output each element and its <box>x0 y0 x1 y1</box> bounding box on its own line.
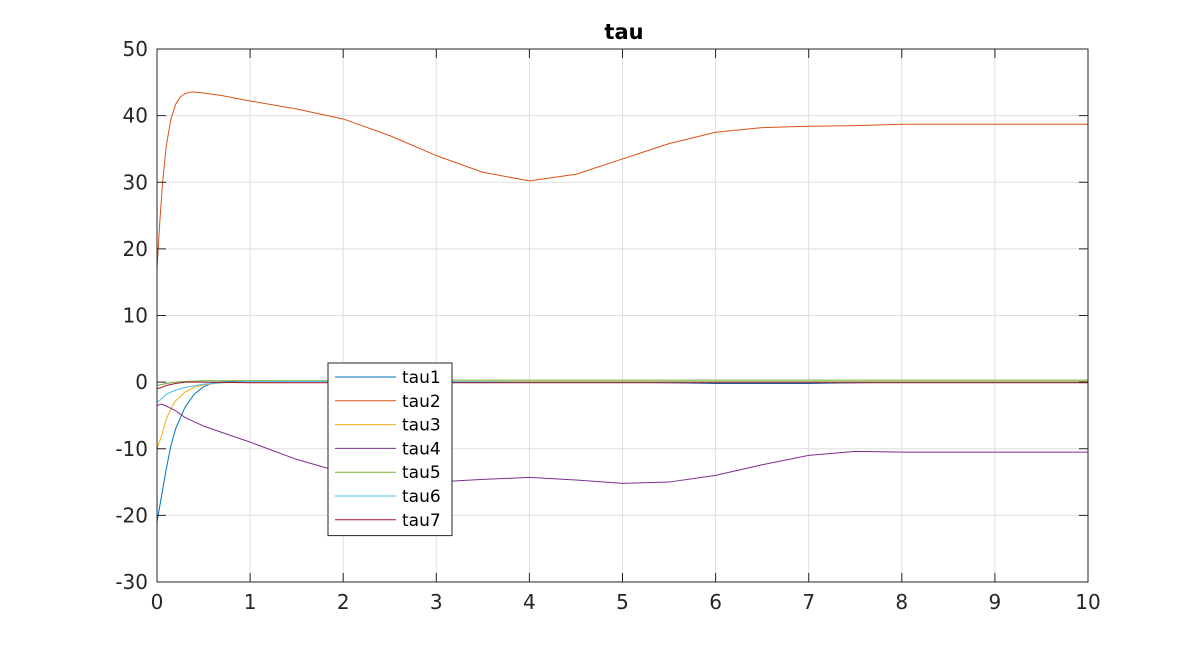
legend: tau1 tau2 tau3 tau4 tau5 tau6 tau7 <box>327 362 453 537</box>
x-tick-label: 10 <box>1075 590 1100 614</box>
legend-box <box>327 362 453 537</box>
x-tick-label: 4 <box>523 590 536 614</box>
x-tick-label: 2 <box>337 590 350 614</box>
series-line-tau6 <box>156 380 1088 403</box>
x-tick-label: 8 <box>895 590 908 614</box>
chart-title: tau <box>604 20 643 44</box>
legend-label-tau6: tau6 <box>402 487 441 507</box>
tick-labels: 0 1 2 3 4 5 6 7 8 9 10 -30 -20 -10 0 10 20 30 40 50 <box>115 37 1100 614</box>
y-tick-label: 20 <box>123 237 148 261</box>
legend-label-tau3: tau3 <box>402 416 441 436</box>
legend-label-tau4: tau4 <box>402 439 441 459</box>
y-tick-label: 0 <box>135 370 148 394</box>
legend-label-tau7: tau7 <box>402 511 441 531</box>
y-tick-label: 40 <box>123 104 148 128</box>
axes <box>156 48 1089 583</box>
x-tick-label: 9 <box>989 590 1002 614</box>
x-tick-label: 3 <box>430 590 443 614</box>
y-tick-label: -10 <box>115 437 148 461</box>
legend-label-tau5: tau5 <box>402 463 441 483</box>
y-tick-label: -30 <box>115 570 148 594</box>
y-tick-label: 10 <box>123 304 148 328</box>
series-line-tau2 <box>156 91 1088 269</box>
grid-lines <box>156 48 1089 583</box>
x-tick-label: 7 <box>802 590 815 614</box>
legend-label-tau1: tau1 <box>402 368 441 388</box>
x-tick-label: 1 <box>244 590 257 614</box>
x-tick-label: 0 <box>151 590 164 614</box>
x-tick-label: 5 <box>616 590 629 614</box>
y-tick-label: 30 <box>123 170 148 194</box>
y-tick-label: 50 <box>123 37 148 61</box>
y-tick-label: -20 <box>115 503 148 527</box>
legend-label-tau2: tau2 <box>402 392 441 412</box>
x-tick-label: 6 <box>709 590 722 614</box>
series-line-tau4 <box>156 403 1088 484</box>
